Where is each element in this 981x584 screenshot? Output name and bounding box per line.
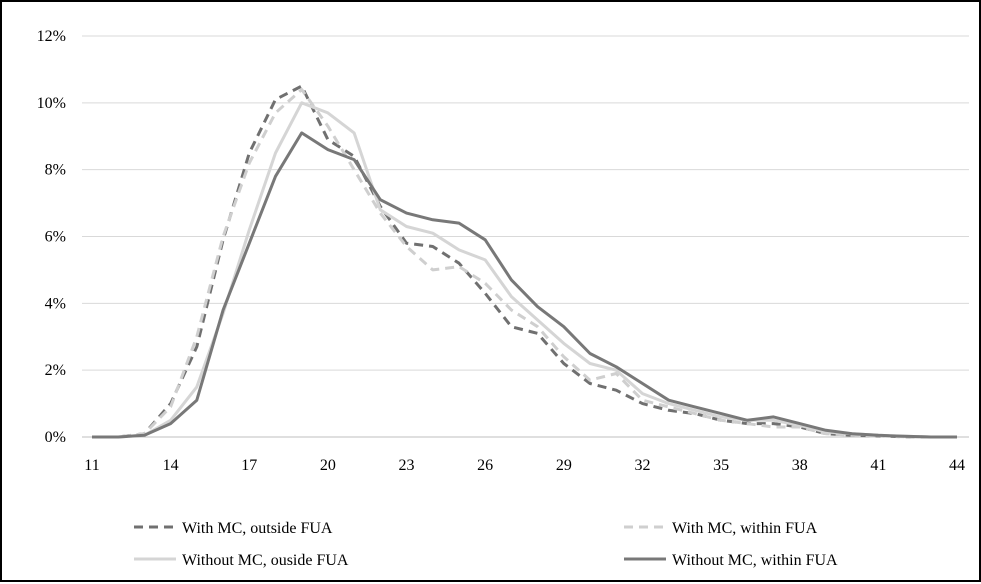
y-tick-label: 2% [45, 362, 66, 379]
x-tick-label: 23 [399, 457, 415, 474]
series-line-4 [92, 131, 957, 439]
x-tick-label: 29 [556, 457, 572, 474]
y-tick-label: 0% [45, 429, 66, 446]
x-tick-label: 26 [477, 457, 493, 474]
x-tick-label: 35 [713, 457, 729, 474]
x-tick-label: 32 [634, 457, 650, 474]
y-tick-label: 6% [45, 229, 66, 246]
legend-label: With MC, within FUA [672, 520, 818, 537]
x-tick-label: 41 [870, 457, 886, 474]
legend-label: Without MC, ouside FUA [182, 552, 349, 569]
series-line-3 [92, 101, 957, 439]
x-tick-label: 17 [241, 457, 257, 474]
series-lines [92, 84, 957, 439]
legend-label: With MC, outside FUA [182, 520, 333, 537]
gridlines [82, 35, 969, 438]
x-tick-label: 38 [792, 457, 808, 474]
series-line-2 [92, 88, 957, 439]
y-tick-label: 8% [45, 162, 66, 179]
x-axis-ticks: 11 14 17 20 23 26 29 32 35 38 41 44 [84, 457, 965, 474]
x-tick-label: 14 [163, 457, 179, 474]
x-tick-label: 20 [320, 457, 336, 474]
y-tick-label: 10% [37, 95, 66, 112]
y-axis-ticks: 0% 2% 4% 6% 8% 10% 12% [37, 28, 66, 446]
x-tick-label: 11 [84, 457, 99, 474]
legend: With MC, outside FUA With MC, within FUA W… [134, 520, 838, 569]
x-tick-label: 44 [949, 457, 965, 474]
y-tick-label: 12% [37, 28, 66, 45]
y-tick-label: 4% [45, 295, 66, 312]
legend-label: Without MC, within FUA [672, 552, 838, 569]
series-line-1 [92, 84, 957, 439]
